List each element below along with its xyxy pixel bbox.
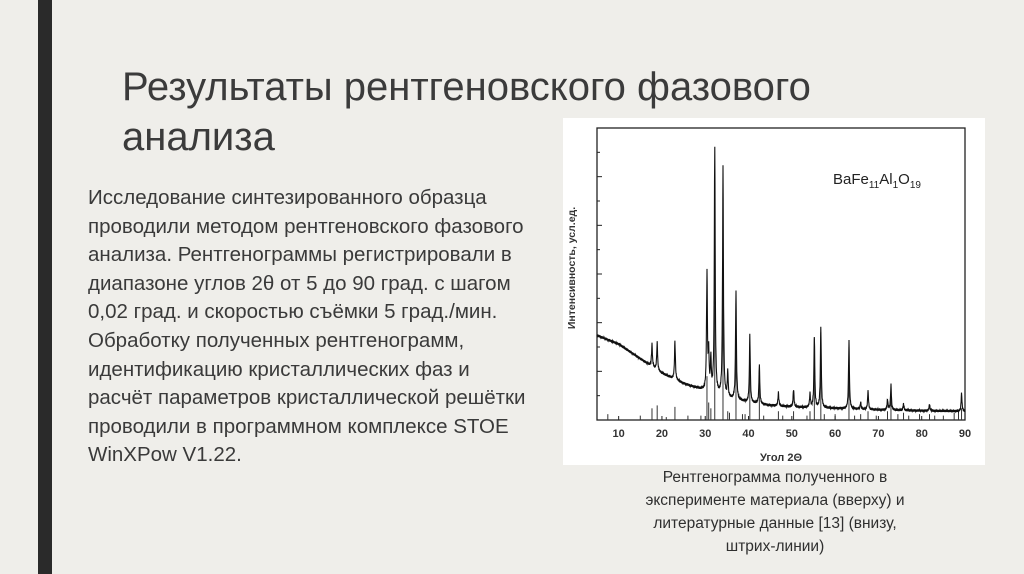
xrd-figure: 10 20 30 40 50 60 70 80 90 BaFe11Al1O19 Угол 2Θ … <box>563 118 985 465</box>
x-tick-label: 20 <box>656 428 668 440</box>
x-tick-label: 40 <box>742 428 754 440</box>
y-axis-label: Интенсивность, усл.ед. <box>566 207 578 329</box>
slide-title: Результаты рентгеновского фазового анали… <box>122 65 811 159</box>
accent-bar <box>38 0 52 574</box>
x-tick-label: 90 <box>959 428 971 440</box>
x-tick-label: 50 <box>786 428 798 440</box>
xrd-chart: 10 20 30 40 50 60 70 80 90 BaFe11Al1O19 Угол 2Θ … <box>566 127 971 464</box>
x-tick-label: 70 <box>872 428 884 440</box>
figure-caption: Рентгенограмма полученного в эксперимент… <box>645 469 905 555</box>
xrd-pattern-line <box>596 146 966 414</box>
body-text: Исследование синтезированного образца пр… <box>88 186 526 467</box>
x-tick-label: 10 <box>613 428 625 440</box>
x-tick-label: 80 <box>916 428 928 440</box>
x-tick-label: 60 <box>829 428 841 440</box>
x-tick-label: 30 <box>699 428 711 440</box>
x-axis-label: Угол 2Θ <box>760 452 802 464</box>
formula-label: BaFe11Al1O19 <box>833 171 921 191</box>
